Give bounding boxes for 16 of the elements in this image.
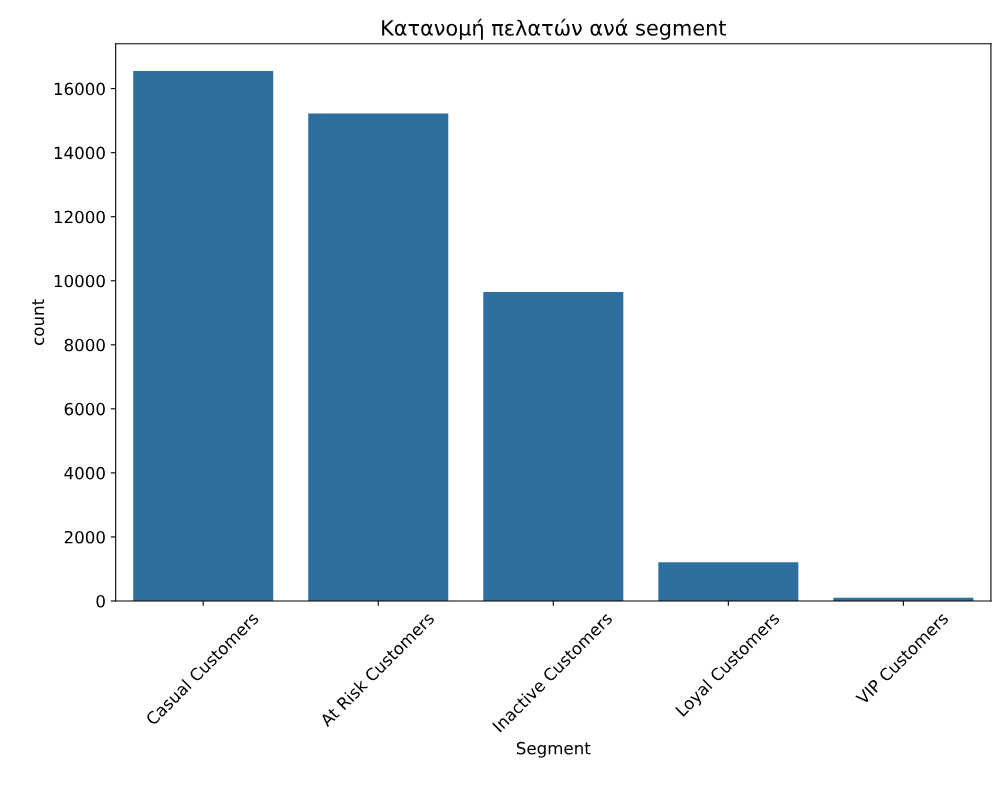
bar xyxy=(483,291,624,601)
y-tick-label: 4000 xyxy=(64,466,105,480)
y-tick-label: 10000 xyxy=(54,274,105,288)
chart-title: Κατανομή πελατών ανά segment xyxy=(382,18,726,40)
bar xyxy=(308,113,449,601)
y-tick-label: 8000 xyxy=(64,338,105,352)
y-axis-title: count xyxy=(32,299,45,345)
y-tick-label: 2000 xyxy=(64,530,105,544)
y-tick-label: 14000 xyxy=(54,146,105,160)
y-tick-label: 16000 xyxy=(54,82,105,96)
bar xyxy=(133,71,274,601)
x-axis-title: Segment xyxy=(516,741,591,758)
y-tick-label: 0 xyxy=(96,594,105,608)
bar xyxy=(658,562,799,601)
y-tick-label: 6000 xyxy=(64,402,105,416)
y-tick-label: 12000 xyxy=(54,210,105,224)
